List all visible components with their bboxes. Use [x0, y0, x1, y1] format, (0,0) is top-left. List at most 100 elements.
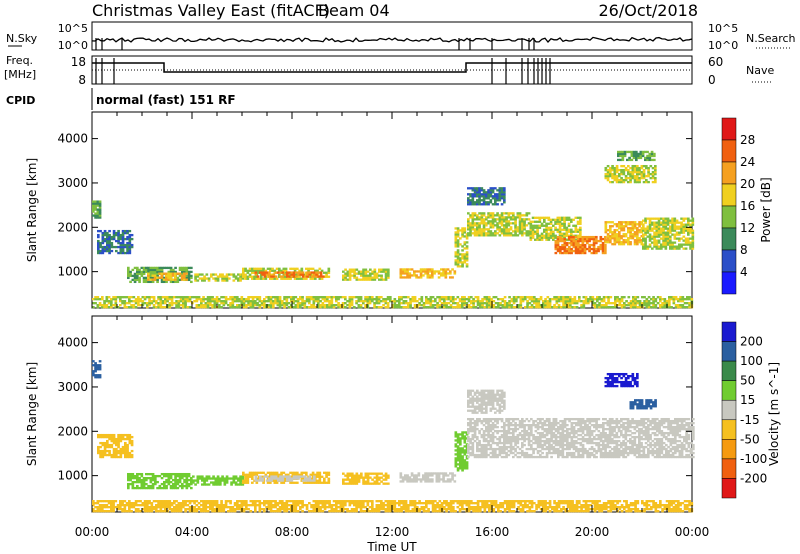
heatmap-cell	[496, 203, 499, 206]
heatmap-cell	[548, 302, 552, 305]
heatmap-cell	[538, 238, 542, 241]
heatmap-cell	[295, 271, 298, 274]
heatmap-cell	[485, 300, 489, 303]
heatmap-cell	[318, 473, 322, 476]
heatmap-cell	[342, 480, 345, 483]
heatmap-cell	[518, 228, 522, 231]
heatmap-cell	[411, 300, 415, 303]
heatmap-cell	[662, 243, 665, 246]
heatmap-cell	[541, 431, 544, 435]
heatmap-cell	[489, 187, 493, 190]
heatmap-cell	[648, 152, 652, 156]
heatmap-cell	[516, 441, 520, 445]
heatmap-cell	[319, 271, 323, 274]
heatmap-cell	[273, 471, 277, 474]
heatmap-cell	[576, 220, 580, 223]
heatmap-cell	[624, 225, 628, 228]
heatmap-cell	[286, 475, 289, 478]
heatmap-cell	[573, 296, 577, 299]
heatmap-cell	[655, 247, 659, 250]
heatmap-cell	[212, 477, 215, 480]
heatmap-cell	[231, 304, 235, 307]
heatmap-cell	[530, 300, 534, 303]
heatmap-cell	[101, 241, 105, 245]
heatmap-cell	[119, 300, 122, 303]
heatmap-cell	[491, 218, 495, 221]
heatmap-cell	[195, 306, 199, 309]
heatmap-cell	[606, 168, 610, 172]
heatmap-cell	[312, 300, 316, 303]
heatmap-cell	[627, 296, 631, 299]
heatmap-cell	[178, 480, 182, 484]
heatmap-cell	[630, 154, 634, 158]
heatmap-cell	[384, 272, 388, 275]
heatmap-cell	[166, 298, 169, 301]
heatmap-cell	[287, 306, 291, 309]
heatmap-cell	[108, 445, 111, 449]
heatmap-cell	[453, 480, 457, 483]
heatmap-cell	[687, 229, 690, 232]
heatmap-cell	[476, 445, 479, 449]
heatmap-cell	[156, 266, 159, 270]
heatmap-cell	[190, 478, 193, 482]
heatmap-cell	[384, 278, 388, 281]
heatmap-cell	[239, 475, 242, 478]
heatmap-cell	[488, 298, 491, 301]
heatmap-cell	[592, 245, 596, 249]
heatmap-cell	[570, 234, 573, 237]
heatmap-cell	[503, 220, 506, 223]
heatmap-cell	[219, 479, 222, 482]
heatmap-cell	[660, 217, 663, 220]
heatmap-cell	[573, 300, 577, 303]
heatmap-cell	[671, 223, 674, 226]
heatmap-cell	[512, 234, 515, 237]
heatmap-cell	[512, 419, 515, 423]
heatmap-cell	[166, 306, 169, 309]
heatmap-cell	[202, 300, 205, 303]
heatmap-cell	[357, 300, 361, 303]
heatmap-cell	[654, 304, 658, 307]
heatmap-cell	[369, 268, 372, 271]
heatmap-cell	[348, 478, 352, 481]
heatmap-cell	[410, 274, 414, 277]
heatmap-cell	[445, 298, 448, 301]
heatmap-cell	[437, 270, 441, 273]
heatmap-cell	[128, 233, 132, 237]
heatmap-cell	[328, 306, 331, 309]
heatmap-cell	[662, 225, 665, 228]
heatmap-cell	[527, 439, 531, 443]
heatmap-cell	[675, 227, 679, 230]
heatmap-cell	[215, 298, 219, 301]
heatmap-cell	[527, 218, 531, 221]
heatmap-cell	[568, 235, 571, 239]
heatmap-cell	[300, 267, 304, 270]
heatmap-cell	[480, 216, 484, 219]
heatmap-cell	[574, 241, 578, 245]
heatmap-cell	[261, 273, 264, 276]
heatmap-cell	[535, 304, 538, 307]
heatmap-cell	[355, 278, 359, 281]
heatmap-cell	[530, 445, 533, 449]
heatmap-cell	[119, 249, 123, 253]
heatmap-cell	[550, 429, 553, 433]
heatmap-cell	[532, 449, 535, 453]
heatmap-cell	[251, 302, 255, 305]
heatmap-cell	[241, 483, 245, 486]
heatmap-cell	[267, 304, 271, 307]
heatmap-cell	[673, 245, 677, 248]
heatmap-cell	[150, 296, 154, 299]
heatmap-cell	[129, 478, 132, 482]
heatmap-cell	[190, 280, 193, 284]
heatmap-cell	[323, 479, 326, 482]
heatmap-cell	[160, 276, 164, 279]
heatmap-cell	[265, 300, 268, 303]
heatmap-cell	[500, 214, 504, 217]
heatmap-cell	[163, 480, 166, 484]
heatmap-cell	[287, 296, 291, 299]
heatmap-cell	[106, 443, 109, 447]
heatmap-cell	[598, 298, 601, 301]
heatmap-cell	[644, 158, 647, 162]
heatmap-cell	[662, 239, 665, 242]
heatmap-cell	[463, 459, 467, 462]
